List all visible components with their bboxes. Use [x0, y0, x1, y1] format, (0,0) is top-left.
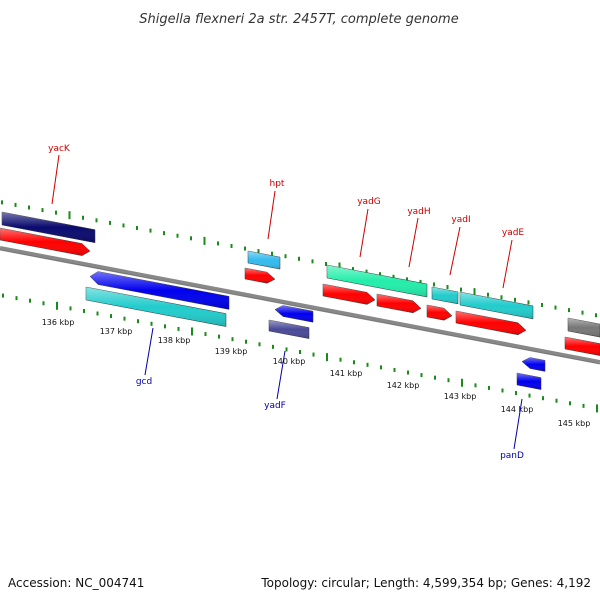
- map-title: Shigella flexneri 2a str. 2457T, complet…: [139, 12, 458, 27]
- gene-feature-cyan-shading: [432, 287, 458, 304]
- accession-text: Accession: NC_004741: [8, 576, 144, 590]
- gene-label-line: [359, 208, 369, 258]
- gene-label-lines: [51, 154, 523, 450]
- gene-feature-blue-shading: [90, 271, 229, 310]
- forward-strand-features: [0, 211, 600, 356]
- gene-label-pand: panD: [500, 451, 524, 461]
- scale-label: 138 kbp: [158, 336, 191, 345]
- scale-label: 140 kbp: [273, 357, 306, 366]
- gene-feature-red-shading: [323, 284, 375, 305]
- gene-label-line: [502, 239, 513, 289]
- outer-tick-track: [1, 200, 597, 318]
- gene-feature-cyan-shading: [86, 287, 226, 327]
- gene-label-yade: yadE: [502, 228, 525, 238]
- scale-label: 144 kbp: [501, 405, 534, 414]
- gene-feature-red-shading: [245, 268, 275, 284]
- inner-tick-track: [2, 293, 598, 413]
- gene-label-line: [276, 350, 286, 400]
- gene-label-line: [267, 190, 276, 240]
- genome-summary-text: Topology: circular; Length: 4,599,354 bp…: [260, 576, 591, 590]
- gene-feature-mint-shading: [327, 265, 427, 297]
- gene-feature-blue-shading: [275, 305, 313, 323]
- gene-feature-red-shading: [377, 294, 421, 313]
- gene-feature-grey-shading: [568, 318, 600, 338]
- scale-label: 142 kbp: [387, 381, 420, 390]
- genome-backbone: [0, 246, 600, 364]
- gene-feature-blue-shading: [522, 357, 545, 372]
- gene-labels: yacK hpt yadG yadH yadI yadE gcd yadF panD: [48, 144, 524, 461]
- scale-labels: 136 kbp 137 kbp 138 kbp 139 kbp 140 kbp 141 k…: [42, 318, 591, 428]
- gene-feature-navy-shading: [2, 212, 95, 243]
- gene-feature-cyan-shading: [460, 292, 533, 319]
- reverse-strand-features: [85, 271, 546, 390]
- scale-label: 143 kbp: [444, 392, 477, 401]
- scale-label: 145 kbp: [558, 419, 591, 428]
- gene-label-line: [449, 226, 461, 276]
- gene-feature-blue-shading: [517, 373, 541, 390]
- gene-feature-red-shading: [427, 305, 452, 321]
- scale-label: 139 kbp: [215, 347, 248, 356]
- gene-label-yadg: yadG: [357, 197, 381, 207]
- scale-label: 141 kbp: [330, 369, 363, 378]
- gene-label-yack: yacK: [48, 144, 71, 154]
- gene-label-line: [513, 398, 523, 450]
- genome-backbone-shadow: [0, 249, 600, 365]
- gene-feature-slate-shading: [269, 320, 309, 339]
- gene-label-gcd: gcd: [136, 377, 152, 387]
- gene-label-line: [51, 154, 60, 205]
- gene-label-hpt: hpt: [270, 179, 285, 189]
- gene-feature-red-shading: [0, 228, 90, 256]
- gene-feature-red-shading: [565, 337, 600, 356]
- gene-label-line: [144, 327, 154, 376]
- gene-feature-red-shading: [456, 311, 526, 335]
- scale-label: 136 kbp: [42, 318, 75, 327]
- gene-label-yadh: yadH: [407, 207, 430, 217]
- gene-label-yadi: yadI: [451, 215, 470, 225]
- gene-label-line: [408, 217, 419, 268]
- gene-feature-sky-shading: [248, 251, 280, 270]
- gene-label-yadf: yadF: [264, 401, 286, 411]
- scale-label: 137 kbp: [100, 327, 133, 336]
